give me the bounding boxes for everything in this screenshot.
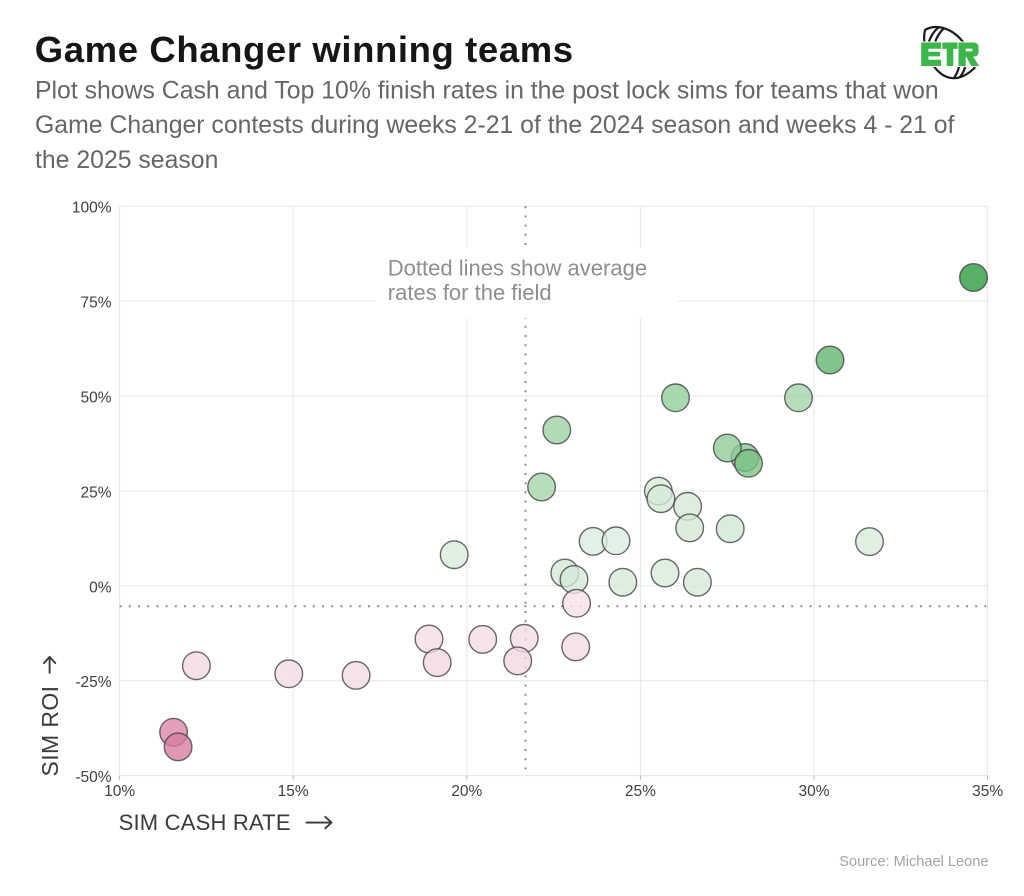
svg-text:50%: 50% [80, 390, 111, 407]
svg-text:0%: 0% [89, 579, 112, 596]
svg-text:Source: Michael Leone: Source: Michael Leone [839, 854, 988, 870]
svg-text:-25%: -25% [75, 674, 111, 691]
svg-text:100%: 100% [72, 200, 112, 217]
svg-text:10%: 10% [104, 783, 135, 800]
svg-text:Game Changer winning teams: Game Changer winning teams [35, 29, 574, 70]
svg-text:Plot shows Cash and Top 10% fi: Plot shows Cash and Top 10% finish rates… [35, 77, 939, 104]
svg-text:35%: 35% [972, 783, 1003, 800]
svg-text:25%: 25% [625, 783, 656, 800]
svg-text:25%: 25% [80, 484, 111, 501]
svg-text:Dotted lines show average: Dotted lines show average [388, 256, 647, 281]
svg-text:30%: 30% [798, 783, 829, 800]
svg-text:rates for the field: rates for the field [388, 280, 552, 305]
svg-text:15%: 15% [278, 783, 309, 800]
svg-text:the 2025 season: the 2025 season [35, 147, 218, 174]
svg-text:20%: 20% [451, 783, 482, 800]
svg-text:SIM CASH RATE: SIM CASH RATE [119, 810, 291, 835]
svg-text:75%: 75% [80, 295, 111, 312]
svg-text:Game Changer contests during w: Game Changer contests during weeks 2-21 … [35, 112, 955, 139]
svg-text:-50%: -50% [75, 769, 111, 786]
svg-text:SIM ROI: SIM ROI [37, 686, 63, 777]
